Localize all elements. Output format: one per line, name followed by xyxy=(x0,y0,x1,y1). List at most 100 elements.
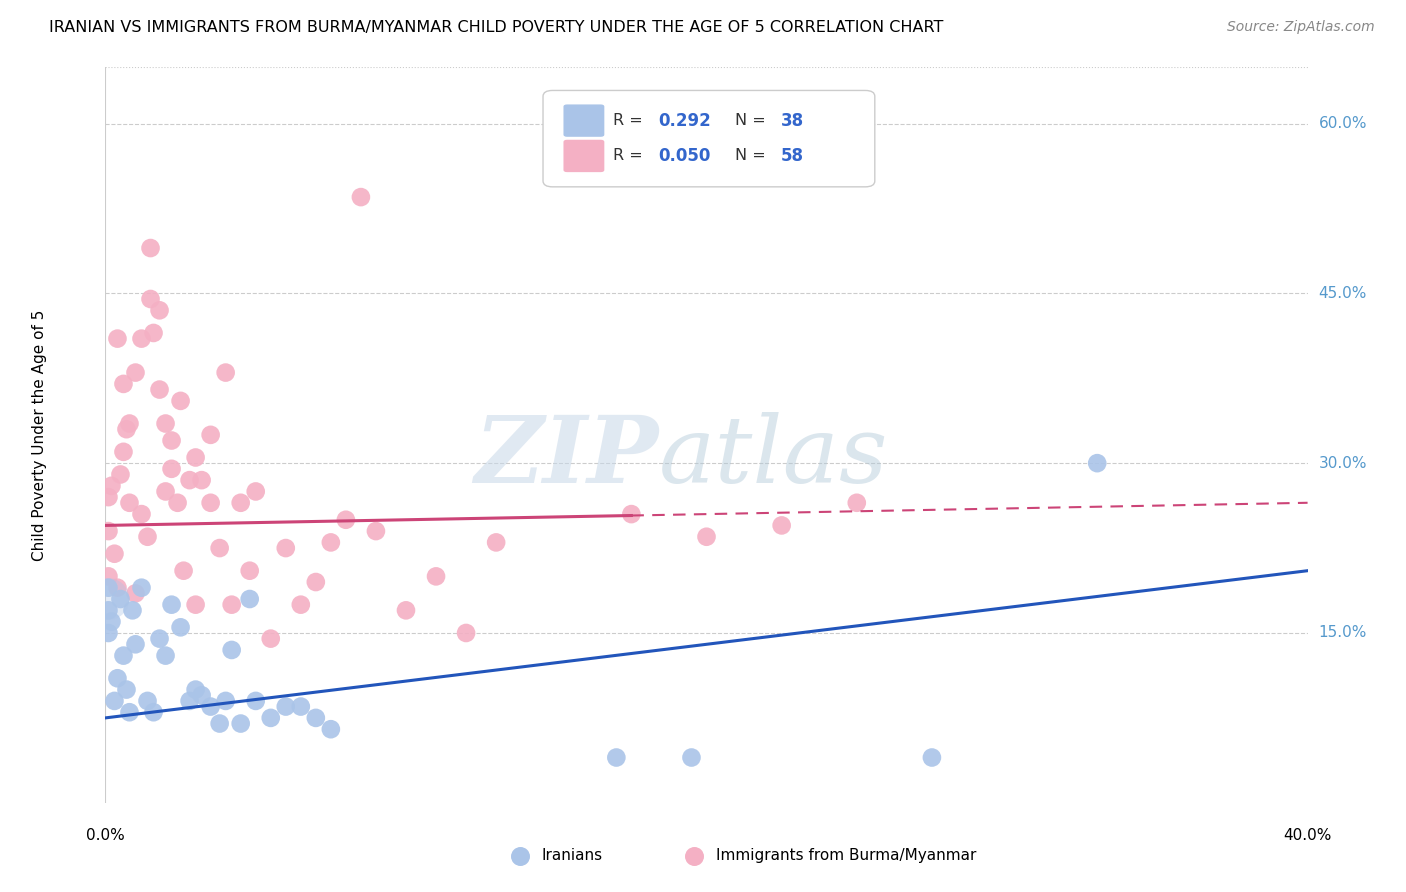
Point xyxy=(200,428,222,442)
Point xyxy=(184,598,207,612)
Point xyxy=(190,473,212,487)
Point xyxy=(229,496,252,510)
Point xyxy=(115,682,138,697)
Point xyxy=(100,479,122,493)
Point xyxy=(169,620,191,634)
Point xyxy=(1130,877,1153,891)
Point xyxy=(110,467,132,482)
Point xyxy=(239,564,262,578)
Text: IRANIAN VS IMMIGRANTS FROM BURMA/MYANMAR CHILD POVERTY UNDER THE AGE OF 5 CORREL: IRANIAN VS IMMIGRANTS FROM BURMA/MYANMAR… xyxy=(49,20,943,35)
Text: ZIP: ZIP xyxy=(474,412,658,502)
Point xyxy=(97,592,120,607)
Point xyxy=(190,688,212,702)
Point xyxy=(160,598,183,612)
Point xyxy=(305,575,328,590)
Point xyxy=(115,422,138,436)
Point xyxy=(148,632,170,646)
Point xyxy=(131,581,153,595)
Text: 45.0%: 45.0% xyxy=(1319,285,1367,301)
Point xyxy=(179,694,201,708)
Point xyxy=(124,366,146,380)
Text: Source: ZipAtlas.com: Source: ZipAtlas.com xyxy=(1227,20,1375,34)
Point xyxy=(155,417,177,431)
Point xyxy=(200,699,222,714)
Point xyxy=(221,643,243,657)
Point xyxy=(124,637,146,651)
Point xyxy=(136,694,159,708)
Point xyxy=(121,603,143,617)
Point xyxy=(214,366,236,380)
Point xyxy=(274,699,297,714)
Point xyxy=(921,750,943,764)
Point xyxy=(148,383,170,397)
Point xyxy=(107,671,129,685)
Text: 40.0%: 40.0% xyxy=(1284,828,1331,843)
Point xyxy=(620,507,643,521)
Point xyxy=(214,694,236,708)
Point xyxy=(845,496,868,510)
Text: 60.0%: 60.0% xyxy=(1319,116,1367,131)
Point xyxy=(179,473,201,487)
Point xyxy=(319,535,342,549)
Text: 0.050: 0.050 xyxy=(658,147,711,165)
Point xyxy=(184,682,207,697)
Point xyxy=(110,592,132,607)
Point xyxy=(173,564,195,578)
Point xyxy=(107,581,129,595)
Point xyxy=(112,445,135,459)
Point xyxy=(112,648,135,663)
Text: 30.0%: 30.0% xyxy=(1319,456,1367,471)
Text: Immigrants from Burma/Myanmar: Immigrants from Burma/Myanmar xyxy=(716,848,977,863)
Text: R =: R = xyxy=(613,113,648,128)
Point xyxy=(103,694,125,708)
Point xyxy=(118,417,141,431)
Point xyxy=(97,524,120,538)
Point xyxy=(97,569,120,583)
Point xyxy=(305,711,328,725)
Point xyxy=(124,586,146,600)
Point xyxy=(425,569,447,583)
FancyBboxPatch shape xyxy=(564,140,605,172)
Point xyxy=(184,450,207,465)
FancyBboxPatch shape xyxy=(543,90,875,186)
Point xyxy=(200,496,222,510)
Point xyxy=(290,598,312,612)
Point xyxy=(605,750,627,764)
Text: 0.292: 0.292 xyxy=(658,112,711,129)
Text: Child Poverty Under the Age of 5: Child Poverty Under the Age of 5 xyxy=(32,310,46,560)
Point xyxy=(148,303,170,318)
Point xyxy=(131,507,153,521)
Point xyxy=(118,496,141,510)
Point xyxy=(350,190,373,204)
Point xyxy=(136,530,159,544)
Point xyxy=(290,699,312,714)
Point xyxy=(142,326,165,340)
Point xyxy=(131,332,153,346)
Text: R =: R = xyxy=(613,148,648,163)
Point xyxy=(208,541,231,555)
Text: 58: 58 xyxy=(782,147,804,165)
Point xyxy=(160,462,183,476)
Point xyxy=(1085,456,1108,470)
Point xyxy=(155,648,177,663)
Point xyxy=(770,518,793,533)
Point xyxy=(696,530,718,544)
Point xyxy=(139,241,162,255)
Point xyxy=(229,716,252,731)
Point xyxy=(221,598,243,612)
Point xyxy=(166,496,188,510)
Text: N =: N = xyxy=(735,113,772,128)
Point xyxy=(260,711,283,725)
Text: Iranians: Iranians xyxy=(541,848,603,863)
Point xyxy=(169,393,191,408)
Point xyxy=(681,750,703,764)
Point xyxy=(239,592,262,607)
Point xyxy=(335,513,357,527)
Text: 38: 38 xyxy=(782,112,804,129)
Point xyxy=(245,484,267,499)
Point xyxy=(454,626,477,640)
Point xyxy=(485,535,508,549)
Text: atlas: atlas xyxy=(658,412,889,502)
Point xyxy=(103,547,125,561)
Point xyxy=(319,723,342,737)
